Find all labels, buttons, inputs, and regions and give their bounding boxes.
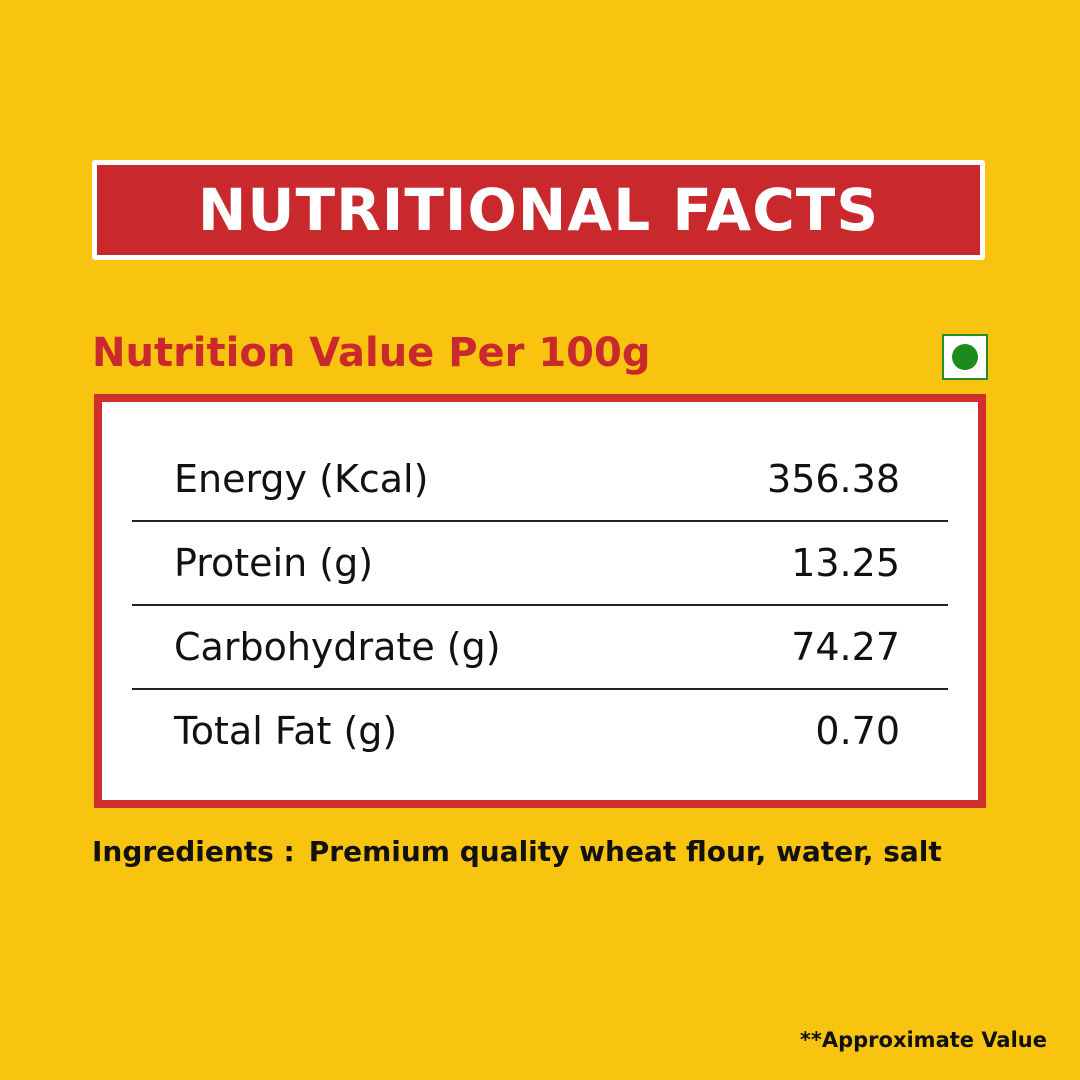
row-value: 0.70	[815, 709, 900, 753]
row-label: Carbohydrate (g)	[174, 625, 501, 669]
ingredients-label: Ingredients :	[92, 835, 295, 868]
ingredients: Ingredients : Premium quality wheat flour…	[92, 835, 942, 868]
row-label: Protein (g)	[174, 541, 374, 585]
row-value: 74.27	[791, 625, 900, 669]
page-title: NUTRITIONAL FACTS	[197, 176, 880, 244]
veg-mark-icon	[942, 334, 988, 380]
table-row: Carbohydrate (g) 74.27	[132, 606, 948, 690]
row-label: Total Fat (g)	[174, 709, 398, 753]
row-value: 356.38	[767, 457, 900, 501]
title-banner: NUTRITIONAL FACTS	[92, 160, 985, 260]
nutrition-table: Energy (Kcal) 356.38 Protein (g) 13.25 Car…	[94, 394, 986, 808]
subtitle: Nutrition Value Per 100g	[92, 330, 651, 376]
table-row: Total Fat (g) 0.70	[132, 690, 948, 772]
approximate-note: **Approximate Value	[799, 1028, 1047, 1052]
row-label: Energy (Kcal)	[174, 457, 429, 501]
row-value: 13.25	[791, 541, 900, 585]
table-row: Protein (g) 13.25	[132, 522, 948, 606]
ingredients-text: Premium quality wheat flour, water, salt	[308, 835, 942, 868]
table-row: Energy (Kcal) 356.38	[132, 438, 948, 522]
